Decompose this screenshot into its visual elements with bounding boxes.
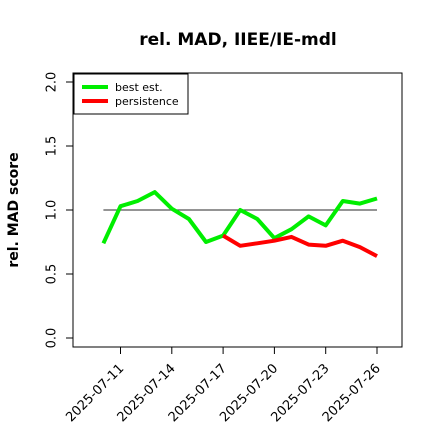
y-tick-label: 1.5 bbox=[45, 136, 60, 157]
series-line-best-est- bbox=[101, 190, 378, 245]
y-tick-label: 1.0 bbox=[45, 200, 60, 221]
legend-label-persistence: persistence bbox=[115, 95, 179, 108]
legend-label-best-est-: best est. bbox=[115, 81, 163, 94]
y-tick-label: 0.5 bbox=[45, 264, 60, 285]
y-tick-label: 2.0 bbox=[45, 72, 60, 93]
chart-title: rel. MAD, IIEE/IE-mdl bbox=[139, 30, 336, 50]
y-axis-label: rel. MAD score bbox=[6, 152, 22, 267]
y-tick-label: 0.0 bbox=[45, 328, 60, 349]
series-line-persistence bbox=[222, 233, 378, 258]
legend-box bbox=[73, 73, 189, 115]
